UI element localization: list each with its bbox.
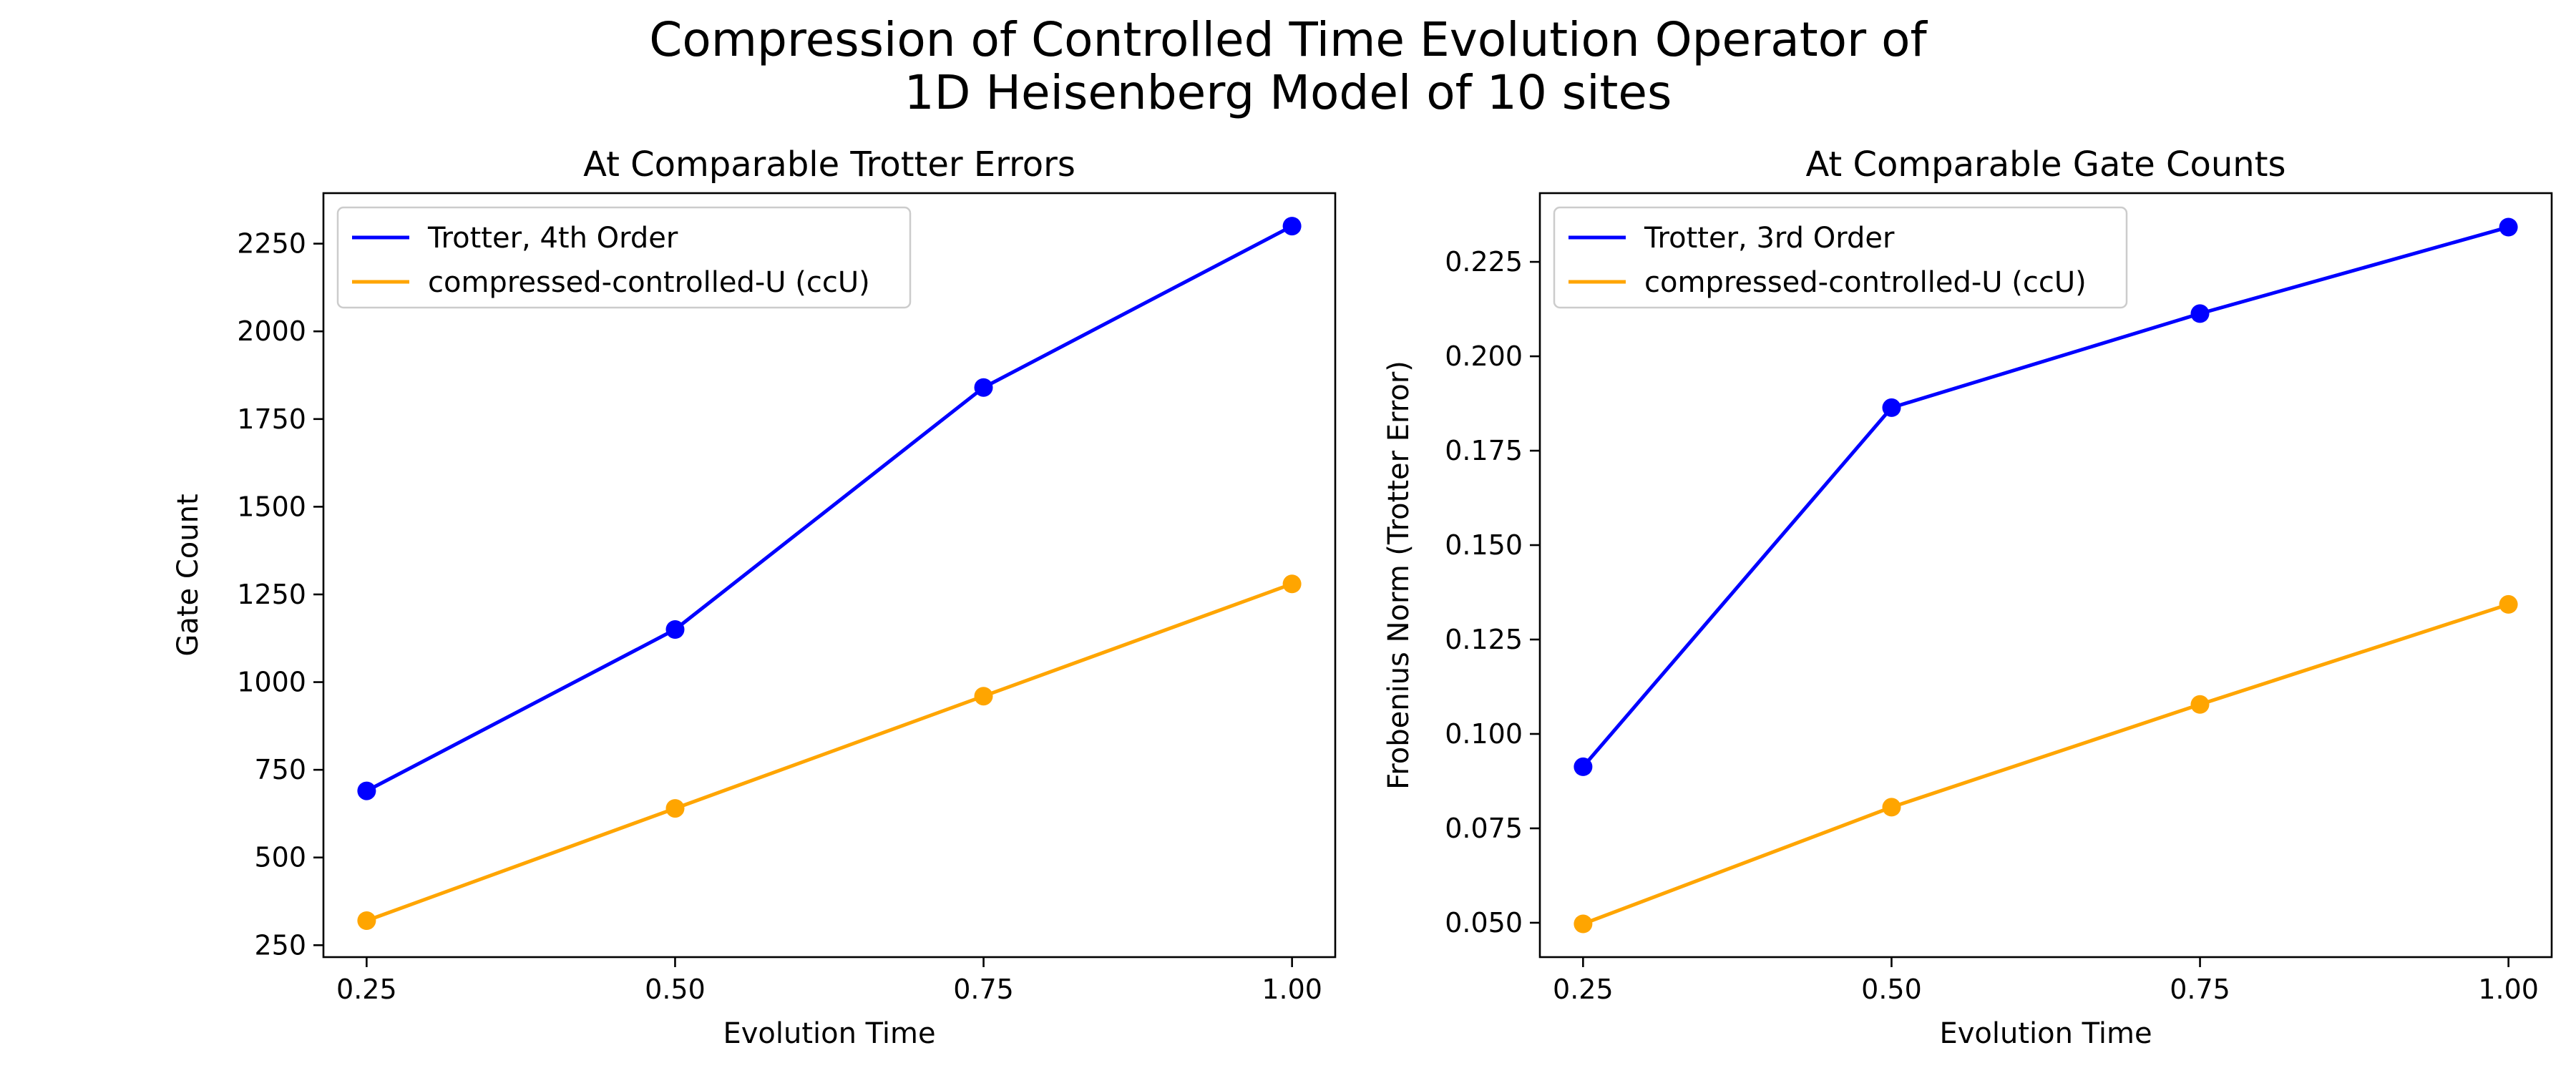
right-series-0-point-3 [2499, 217, 2518, 237]
right-chart-panel: At Comparable Gate Counts 0.25 0.50 0.75 1.0… [1382, 144, 2553, 1050]
left-x-tick-label-2: 0.75 [953, 974, 1014, 1005]
left-y-tick-label-5: 1500 [237, 491, 306, 522]
left-y-tick-label-2: 750 [254, 754, 306, 785]
right-chart-title: At Comparable Gate Counts [1805, 144, 2285, 185]
right-series-1-line [1581, 602, 2511, 926]
left-y-tick-label-8: 2250 [237, 228, 306, 260]
left-series-0-line [364, 223, 1294, 793]
left-y-tick-label-1: 500 [254, 842, 306, 873]
right-legend [1553, 206, 2128, 309]
right-x-tick-label-2: 0.75 [2170, 974, 2230, 1005]
right-y-tick-label-7: 0.225 [1445, 246, 1523, 278]
right-series-1-point-0 [1574, 914, 1593, 934]
right-series-1-point-3 [2499, 594, 2518, 614]
left-y-tick-label-4: 1250 [237, 579, 306, 610]
right-x-tick-label-3: 1.00 [2478, 974, 2539, 1005]
right-x-tick-label-0: 0.25 [1553, 974, 1614, 1005]
left-x-tick-label-3: 1.00 [1262, 974, 1322, 1005]
left-series-1-point-2 [974, 687, 993, 706]
right-legend-label-1: compressed-controlled-U (ccU) [1644, 266, 2087, 299]
right-y-tick-label-6: 0.200 [1445, 340, 1523, 372]
right-y-tick-label-1: 0.075 [1445, 813, 1523, 844]
left-chart-title: At Comparable Trotter Errors [583, 144, 1075, 185]
right-series-1-point-2 [2190, 695, 2210, 714]
left-series-0-point-3 [1282, 217, 1302, 236]
left-series-0-point-0 [357, 781, 376, 800]
left-legend-label-0: Trotter, 4th Order [427, 222, 678, 255]
figure-title-line-2: 1D Heisenberg Model of 10 sites [904, 65, 1672, 120]
left-y-tick-label-3: 1000 [237, 667, 306, 698]
left-y-tick-label-7: 2000 [237, 315, 306, 347]
right-series-0-point-1 [1882, 398, 1901, 417]
left-series-1-line [364, 582, 1294, 923]
right-x-tick-label-1: 0.50 [1861, 974, 1922, 1005]
right-x-axis-label: Evolution Time [1939, 1017, 2152, 1050]
right-series-0-point-0 [1574, 757, 1593, 776]
left-y-tick-label-6: 1750 [237, 403, 306, 435]
right-y-axis-label: Frobenius Norm (Trotter Error) [1382, 361, 1415, 790]
right-y-tick-label-4: 0.150 [1445, 529, 1523, 561]
left-series-1-point-1 [665, 799, 685, 818]
left-axes-frame [322, 192, 1337, 959]
left-series-0-point-2 [974, 378, 993, 397]
left-y-axis-label: Gate Count [172, 494, 205, 656]
right-y-tick-label-2: 0.100 [1445, 718, 1523, 750]
right-y-tick-label-3: 0.125 [1445, 624, 1523, 655]
right-series-0-line [1580, 225, 2511, 770]
right-y-tick-label-0: 0.050 [1445, 907, 1523, 939]
left-x-tick-label-1: 0.50 [645, 974, 706, 1005]
right-legend-label-0: Trotter, 3rd Order [1644, 222, 1895, 255]
right-series-0-point-2 [2190, 304, 2210, 323]
left-legend-label-1: compressed-controlled-U (ccU) [428, 266, 870, 299]
left-series-1-point-0 [357, 911, 376, 930]
left-y-tick-label-0: 250 [254, 929, 306, 961]
left-series-1-point-3 [1282, 574, 1302, 594]
right-axes-frame [1538, 192, 2553, 959]
right-y-tick-label-5: 0.175 [1445, 435, 1523, 466]
left-series-0-point-1 [665, 620, 685, 639]
left-legend [336, 206, 912, 309]
left-x-tick-label-0: 0.25 [336, 974, 397, 1005]
left-x-axis-label: Evolution Time [723, 1017, 935, 1050]
right-series-1-point-1 [1882, 798, 1901, 817]
left-chart-panel: At Comparable Trotter Errors 0.25 0.50 0.75… [172, 144, 1337, 1050]
figure-title-line-1: Compression of Controlled Time Evolution… [649, 12, 1928, 67]
